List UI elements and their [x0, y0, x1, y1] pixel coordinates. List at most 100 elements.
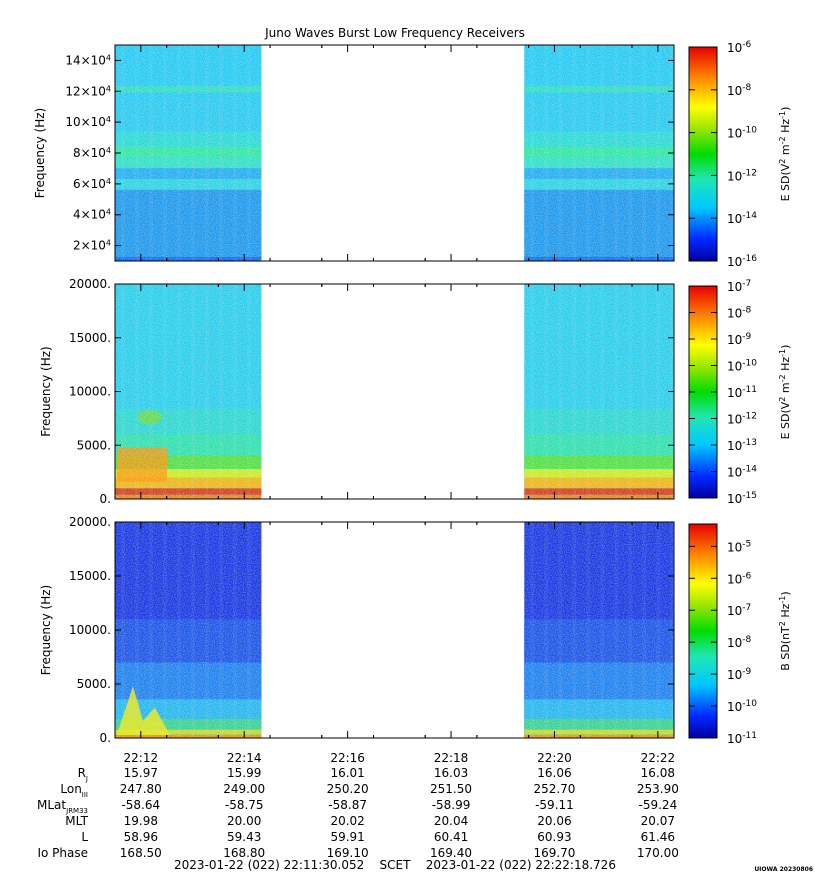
colorbar-tick-label: 10-8: [727, 83, 752, 98]
y-tick-label: 14×104: [65, 53, 111, 68]
colorbar: [688, 523, 718, 739]
ephemeris-row-label: Io Phase: [37, 846, 88, 860]
y-tick-label: 10000.: [69, 623, 111, 637]
x-tick-label: 22:14: [227, 751, 262, 765]
ephemeris-value: -58.64: [121, 798, 160, 812]
ephemeris-value: 253.90: [637, 782, 679, 796]
colorbar-tick-label: 10-7: [727, 603, 751, 618]
figure-title: Juno Waves Burst Low Frequency Receivers: [264, 26, 525, 40]
noise-texture: [524, 522, 674, 738]
ephemeris-value: 20.04: [434, 814, 468, 828]
ephemeris-value: -58.99: [432, 798, 471, 812]
ephemeris-row-label: MLT: [65, 814, 88, 828]
colorbar-tick-label: 10-5: [727, 539, 751, 554]
uiowa-stamp: UIOWA 20230806: [754, 866, 813, 873]
y-tick-label: 8×104: [73, 146, 111, 161]
colorbar-tick-label: 10-16: [727, 254, 757, 269]
colorbar-tick-label: 10-8: [727, 306, 752, 321]
colorbar-tick-label: 10-10: [727, 359, 757, 374]
x-tick-label: 22:22: [641, 751, 676, 765]
ephemeris-value: 16.06: [537, 766, 571, 780]
ephemeris-value: 16.03: [434, 766, 468, 780]
y-tick-label: 4×104: [73, 207, 111, 222]
y-tick-label: 0.: [100, 731, 111, 745]
colorbar-tick-label: 10-8: [727, 635, 752, 650]
noise-texture: [114, 45, 262, 261]
panel-1: 2×104 4×104 6×104 8×104 10×104 12×104 14×104 Fr…: [33, 40, 792, 269]
ephemeris-value: 169.40: [430, 846, 472, 860]
modulation-stripe: [260, 45, 265, 261]
ephemeris-value: 59.43: [227, 830, 261, 844]
ephemeris-value: 58.96: [124, 830, 158, 844]
panel-3: 0. 5000. 10000. 15000. 20000. Frequency (Hz) 1…: [39, 515, 792, 746]
colorbar-tick-label: 10-6: [727, 571, 752, 586]
y-tick-label: 5000.: [77, 677, 111, 691]
spectrogram-block: [524, 284, 675, 499]
colorbar-tick-label: 10-11: [727, 385, 757, 400]
ephemeris-value: 15.99: [227, 766, 261, 780]
noise-texture: [524, 45, 674, 261]
spectrogram-block: [114, 45, 265, 261]
noise-texture: [114, 284, 262, 499]
ephemeris-value: 59.91: [330, 830, 364, 844]
ephemeris-value: 169.10: [327, 846, 369, 860]
y-tick-label: 15000.: [69, 331, 111, 345]
colorbar-tick-label: 10-13: [727, 438, 757, 453]
spectrogram-block: [114, 284, 265, 499]
ephemeris-value: -59.11: [535, 798, 574, 812]
colorbar-tick-label: 10-10: [727, 126, 757, 141]
ephemeris-value: 250.20: [327, 782, 369, 796]
colorbar-tick-label: 10-12: [727, 412, 757, 427]
x-axis: 22:12 22:14 22:16 22:18 22:20 22:22: [124, 751, 676, 765]
x-tick-label: 22:20: [537, 751, 572, 765]
y-tick-label: 2×104: [73, 238, 111, 253]
spectrogram-block: [524, 45, 675, 261]
y-tick-label: 20000.: [69, 277, 111, 291]
spectrogram-block: [524, 522, 675, 738]
ephemeris-value: 170.00: [637, 846, 679, 860]
ephemeris-value: 60.93: [537, 830, 571, 844]
panels: 2×104 4×104 6×104 8×104 10×104 12×104 14×104 Fr…: [33, 40, 792, 746]
y-tick-label: 0.: [100, 492, 111, 506]
ephemeris-value: -58.87: [328, 798, 367, 812]
colorbar-tick-label: 10-9: [727, 667, 752, 682]
colorbar-tick-label: 10-9: [727, 332, 752, 347]
ephemeris-value: 252.70: [533, 782, 575, 796]
x-tick-label: 22:12: [124, 751, 159, 765]
noise-texture: [114, 522, 262, 738]
ephemeris-row-label: MLatJRM33: [37, 798, 88, 815]
colorbar-tick-label: 10-7: [727, 279, 751, 294]
ephemeris-value: 16.01: [330, 766, 364, 780]
ephemeris-value: -59.24: [639, 798, 678, 812]
ephemeris-value: 20.07: [641, 814, 675, 828]
colorbar-label: E SD(V2 m-2 Hz-1): [778, 107, 793, 202]
ephemeris-value: 61.46: [641, 830, 675, 844]
ephemeris-value: 60.41: [434, 830, 468, 844]
ephemeris-value: 20.06: [537, 814, 571, 828]
colorbar: [688, 46, 718, 262]
ephemeris-row-label: RJ: [78, 766, 88, 783]
y-axis-label: Frequency (Hz): [39, 585, 53, 676]
ephemeris-row-label: L: [81, 830, 88, 844]
ephemeris-table: RJ 15.97 15.99 16.01 16.03 16.06 16.08 LonIII 24…: [37, 766, 679, 860]
colorbar-label: E SD(V2 m-2 Hz-1): [778, 345, 793, 440]
colorbar-tick-label: 10-14: [727, 465, 757, 480]
spectrogram-block: [114, 522, 265, 738]
ephemeris-value: 247.80: [120, 782, 162, 796]
y-tick-label: 5000.: [77, 438, 111, 452]
time-range: 2023-01-22 (022) 22:11:30.052 SCET 2023-…: [174, 858, 616, 872]
modulation-stripe: [260, 284, 265, 499]
ephemeris-value: -58.75: [225, 798, 264, 812]
y-axis-label: Frequency (Hz): [39, 346, 53, 437]
ephemeris-value: 20.00: [227, 814, 261, 828]
noise-texture: [524, 284, 674, 499]
colorbar-tick-label: 10-14: [727, 211, 757, 226]
ephemeris-value: 251.50: [430, 782, 472, 796]
panel-2: 0. 5000. 10000. 15000. 20000. Frequency (Hz) 1…: [39, 277, 792, 506]
modulation-stripe: [260, 522, 265, 738]
ephemeris-value: 169.70: [533, 846, 575, 860]
colorbar-tick-label: 10-11: [727, 731, 757, 746]
ephemeris-value: 168.80: [223, 846, 265, 860]
colorbar-label: B SD(nT2 Hz-1): [778, 591, 793, 670]
